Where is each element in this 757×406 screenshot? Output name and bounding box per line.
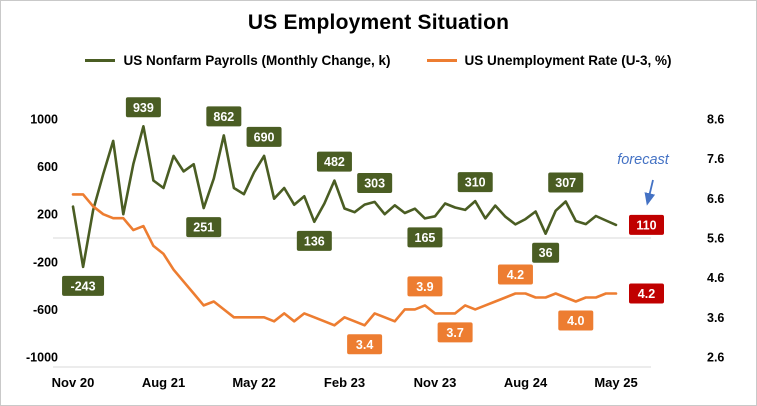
y-left-tick-label: 600 [37, 160, 58, 174]
unemployment-line [71, 193, 618, 327]
data-label-box [246, 126, 282, 147]
legend-item-payrolls: US Nonfarm Payrolls (Monthly Change, k) [85, 53, 391, 68]
y-left-tick-label: -200 [33, 255, 58, 269]
data-label-box [62, 275, 105, 296]
data-label-text: 110 [636, 218, 656, 232]
payrolls-line [71, 125, 618, 269]
data-label-text: 690 [254, 130, 275, 144]
data-label-box [437, 322, 473, 343]
y-left-tick-label: 1000 [30, 113, 58, 127]
data-label-text: 251 [193, 221, 214, 235]
y-right-tick-label: 5.6 [707, 232, 724, 246]
data-label-box [347, 334, 383, 355]
data-label-text: 310 [465, 176, 486, 190]
x-tick-label: May 25 [594, 375, 637, 390]
data-label-box [558, 310, 594, 331]
y-right-tick-label: 2.6 [707, 351, 724, 365]
data-label-text: 482 [324, 155, 345, 169]
data-label-box [407, 227, 443, 248]
payrolls-line-swatch [85, 59, 116, 62]
x-tick-label: May 22 [232, 375, 275, 390]
data-label-text: 4.0 [567, 314, 584, 328]
y-right-tick-label: 8.6 [707, 113, 724, 127]
data-label-text: 307 [555, 176, 576, 190]
data-label-box [296, 230, 332, 251]
y-right-tick-label: 3.6 [707, 311, 724, 325]
data-label-box [407, 276, 443, 297]
data-label-box [497, 264, 533, 285]
data-label-box [316, 151, 352, 172]
data-label-text: 3.7 [446, 326, 463, 340]
data-label-text: 4.2 [507, 268, 524, 282]
legend-item-unemployment: US Unemployment Rate (U-3, %) [426, 53, 672, 68]
data-label-box [457, 172, 493, 193]
data-label-text: -243 [71, 279, 96, 293]
data-label-text: 862 [213, 110, 234, 124]
y-left-tick-label: -1000 [26, 351, 58, 365]
data-label-box [532, 242, 560, 263]
unemployment-line-swatch [426, 59, 457, 62]
x-tick-label: Nov 23 [414, 375, 457, 390]
data-label-box [125, 97, 161, 118]
data-label-box [548, 172, 584, 193]
forecast-annotation: forecast [617, 152, 669, 168]
y-right-tick-label: 6.6 [707, 192, 724, 206]
x-tick-label: Aug 24 [504, 375, 548, 390]
data-label-text: 165 [415, 231, 436, 245]
x-tick-label: Nov 20 [52, 375, 95, 390]
data-label-text: 4.2 [638, 287, 655, 301]
data-label-text: 3.9 [416, 280, 433, 294]
data-label-text: 939 [133, 101, 154, 115]
y-right-tick-label: 4.6 [707, 271, 724, 285]
forecast-arrow [644, 179, 656, 206]
x-tick-label: Aug 21 [142, 375, 185, 390]
data-label-text: 303 [364, 176, 385, 190]
legend-label-payrolls: US Nonfarm Payrolls (Monthly Change, k) [123, 53, 391, 68]
y-left-tick-label: 200 [37, 208, 58, 222]
x-tick-label: Feb 23 [324, 375, 365, 390]
y-right-tick-label: 7.6 [707, 152, 724, 166]
forecast-value-box [629, 283, 664, 304]
data-label-box [206, 106, 242, 127]
chart-title: US Employment Situation [247, 11, 510, 34]
legend-label-unemployment: US Unemployment Rate (U-3, %) [464, 53, 672, 68]
data-label-box [186, 217, 222, 238]
data-label-box [357, 172, 393, 193]
forecast-value-box [629, 214, 664, 235]
data-label-text: 3.4 [356, 338, 373, 352]
legend: US Nonfarm Payrolls (Monthly Change, k) … [1, 53, 756, 68]
y-left-tick-label: -600 [33, 303, 58, 317]
data-label-text: 136 [304, 234, 325, 248]
data-label-text: 36 [539, 246, 553, 260]
